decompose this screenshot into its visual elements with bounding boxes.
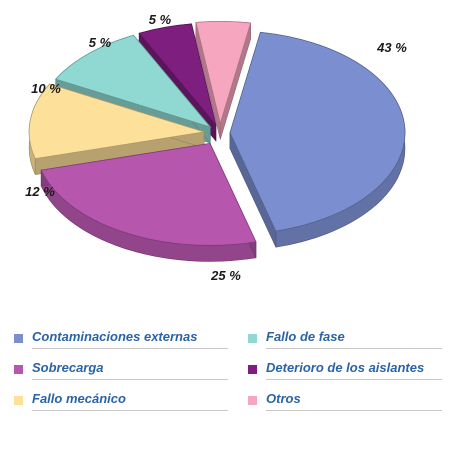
pie-value-label: 12 % bbox=[25, 184, 55, 199]
legend-swatch bbox=[14, 334, 23, 343]
legend-divider bbox=[266, 348, 442, 349]
legend-item: Contaminaciones externas bbox=[14, 325, 232, 351]
legend-swatch bbox=[248, 365, 257, 374]
legend-swatch bbox=[248, 396, 257, 405]
legend-divider bbox=[32, 379, 228, 380]
legend-item: Fallo mecánico bbox=[14, 387, 232, 413]
legend-swatch bbox=[14, 396, 23, 405]
pie-value-label: 25 % bbox=[210, 268, 241, 283]
legend-swatch bbox=[248, 334, 257, 343]
pie-slice-otros bbox=[195, 21, 252, 125]
legend-item: Sobrecarga bbox=[14, 356, 232, 382]
legend-label: Sobrecarga bbox=[32, 360, 104, 375]
legend-item: Otros bbox=[248, 387, 444, 413]
pie-slice-sobrecarga bbox=[40, 142, 257, 246]
legend-label: Fallo mecánico bbox=[32, 391, 126, 406]
pie-slice-deterioro-de-los-aislantes bbox=[138, 23, 217, 126]
legend-label: Contaminaciones externas bbox=[32, 329, 198, 344]
legend-divider bbox=[266, 410, 442, 411]
legend-label: Deterioro de los aislantes bbox=[266, 360, 425, 375]
pie-value-label: 5 % bbox=[149, 12, 172, 27]
legend-swatch bbox=[14, 365, 23, 374]
pie-value-label: 43 % bbox=[376, 40, 407, 55]
legend-divider bbox=[32, 410, 228, 411]
legend-item: Deterioro de los aislantes bbox=[248, 356, 444, 382]
pie-chart: 43 % 25 % 12 % 10 % 5 % 5 % bbox=[25, 12, 407, 283]
pie-slice-contaminaciones-externas bbox=[229, 31, 406, 232]
pie-slice-fallo-de-fase bbox=[55, 34, 212, 128]
legend-label: Fallo de fase bbox=[266, 329, 345, 344]
pie-value-label: 5 % bbox=[89, 35, 112, 50]
legend-divider bbox=[266, 379, 442, 380]
pie-value-label: 10 % bbox=[31, 81, 61, 96]
legend-item: Fallo de fase bbox=[248, 325, 444, 351]
pie-slice-fallo-mec-nico bbox=[28, 83, 205, 160]
legend-divider bbox=[32, 348, 228, 349]
legend-label: Otros bbox=[266, 391, 301, 406]
